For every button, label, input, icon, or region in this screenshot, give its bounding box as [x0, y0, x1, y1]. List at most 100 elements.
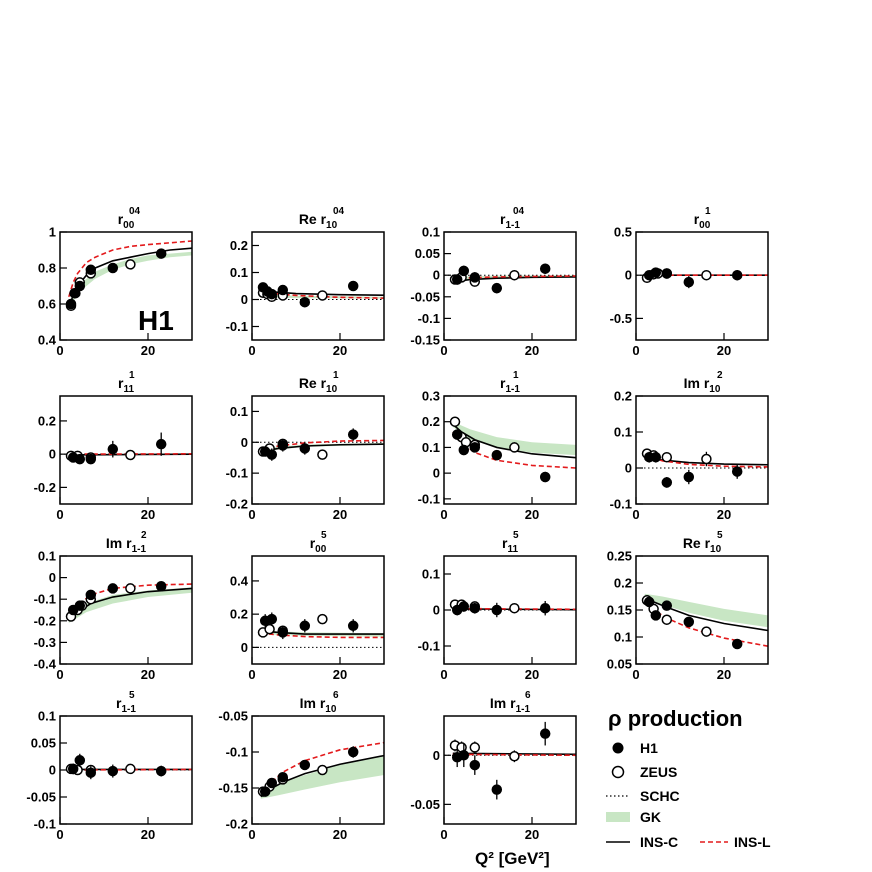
- plot-frame: [59, 555, 193, 665]
- h1-point: [458, 750, 470, 761]
- panel-title-superscript: 04: [333, 206, 345, 217]
- y-tick-label: 0.2: [230, 607, 248, 622]
- panel-13: -0.1 -0.05 0 0.05 0.1 0 20 r1-15: [26, 690, 193, 842]
- y-tick-label: 0: [241, 640, 248, 655]
- zeus-point: [125, 583, 136, 594]
- h1-point: [277, 627, 289, 638]
- plot-frame: [59, 231, 193, 341]
- y-tick-label: -0.05: [26, 790, 56, 805]
- h1-point: [74, 280, 86, 292]
- y-tick-label: 0.1: [38, 549, 56, 564]
- h1-point: [661, 268, 673, 279]
- x-tick-label: 20: [141, 507, 155, 522]
- h1-point: [85, 264, 97, 276]
- zeus-point: [125, 763, 136, 775]
- panel-title-superscript: 5: [129, 690, 135, 701]
- y-tick-label: 0.5: [614, 225, 632, 240]
- panel-title-superscript: 6: [333, 690, 339, 701]
- h1-point: [74, 755, 86, 766]
- y-tick-label: 0.05: [31, 736, 56, 751]
- plot-frame: [635, 395, 769, 505]
- x-tick-label: 20: [717, 667, 731, 682]
- legend-zeus-label: ZEUS: [640, 764, 677, 780]
- h1-point: [491, 449, 503, 461]
- h1-point: [299, 759, 311, 771]
- panel-title-superscript: 04: [513, 206, 525, 217]
- panel-title: Re r10: [299, 211, 338, 231]
- y-tick-label: 0.1: [614, 630, 632, 645]
- y-tick-label: 0.3: [422, 389, 440, 404]
- h1-point: [67, 763, 79, 775]
- panel-title-superscript: 5: [513, 530, 519, 541]
- y-tick-label: 0: [433, 268, 440, 283]
- panel-title: r00: [694, 211, 711, 231]
- legend-schc-label: SCHC: [640, 788, 680, 804]
- y-tick-label: 0: [433, 466, 440, 481]
- zeus-point: [317, 449, 328, 460]
- h1-point: [539, 263, 551, 274]
- h1-point: [347, 280, 359, 292]
- y-tick-label: 0.25: [607, 549, 632, 564]
- y-tick-label: -0.05: [410, 797, 440, 812]
- zeus-point: [509, 269, 520, 281]
- x-tick-label: 0: [56, 507, 63, 522]
- zeus-point: [509, 442, 520, 453]
- panel-9: -0.4 -0.3 -0.2 -0.1 0 0.1 0 20 Im r1-12: [34, 530, 193, 682]
- x-tick-label: 20: [141, 827, 155, 842]
- panel-title-superscript: 5: [321, 530, 327, 541]
- x-tick-label: 20: [717, 343, 731, 358]
- y-tick-label: -0.1: [226, 319, 248, 334]
- gk-band: [644, 593, 768, 628]
- h1-point: [347, 620, 359, 632]
- x-tick-label: 0: [440, 343, 447, 358]
- x-tick-label: 0: [248, 343, 255, 358]
- h1-point: [661, 477, 673, 488]
- x-tick-label: 20: [717, 507, 731, 522]
- zeus-point: [264, 623, 275, 635]
- x-tick-label: 20: [525, 343, 539, 358]
- y-tick-label: -0.15: [218, 781, 248, 796]
- y-tick-label: 0: [241, 435, 248, 450]
- y-tick-label: 0.2: [230, 238, 248, 253]
- x-tick-label: 20: [333, 507, 347, 522]
- x-tick-label: 0: [248, 507, 255, 522]
- h1-point: [347, 429, 359, 440]
- h1-point: [458, 601, 470, 612]
- h1-point: [85, 453, 97, 465]
- panel-title: Re r10: [299, 375, 338, 395]
- h1-point: [731, 269, 743, 281]
- y-tick-label: 0.2: [614, 576, 632, 591]
- x-tick-label: 0: [440, 507, 447, 522]
- gk-band: [452, 421, 576, 456]
- x-axis-label: Q² [GeV²]: [475, 849, 550, 868]
- y-tick-label: 0: [433, 748, 440, 763]
- y-tick-label: -0.2: [226, 497, 248, 512]
- y-tick-label: 0: [625, 268, 632, 283]
- y-tick-label: 0.05: [415, 246, 440, 261]
- y-tick-label: 0: [49, 447, 56, 462]
- h1-point: [266, 613, 278, 625]
- x-tick-label: 0: [248, 827, 255, 842]
- plot-frame: [251, 555, 385, 665]
- h1-point: [259, 786, 271, 797]
- h1-point: [299, 296, 311, 308]
- h1-point: [107, 765, 119, 777]
- h1-point: [107, 443, 119, 455]
- plot-frame: [635, 231, 769, 341]
- panel-title: Im r10: [684, 375, 721, 395]
- y-tick-label: -0.1: [226, 466, 248, 481]
- h1-point: [155, 580, 167, 592]
- x-tick-label: 20: [141, 667, 155, 682]
- h1-point: [451, 274, 463, 285]
- legend-ins-l-label: INS-L: [734, 834, 771, 850]
- h1-point: [85, 767, 97, 778]
- h1-point: [731, 638, 743, 650]
- y-tick-label: -0.2: [226, 817, 248, 832]
- panel-title-superscript: 1: [705, 206, 711, 217]
- y-tick-label: -0.1: [34, 592, 56, 607]
